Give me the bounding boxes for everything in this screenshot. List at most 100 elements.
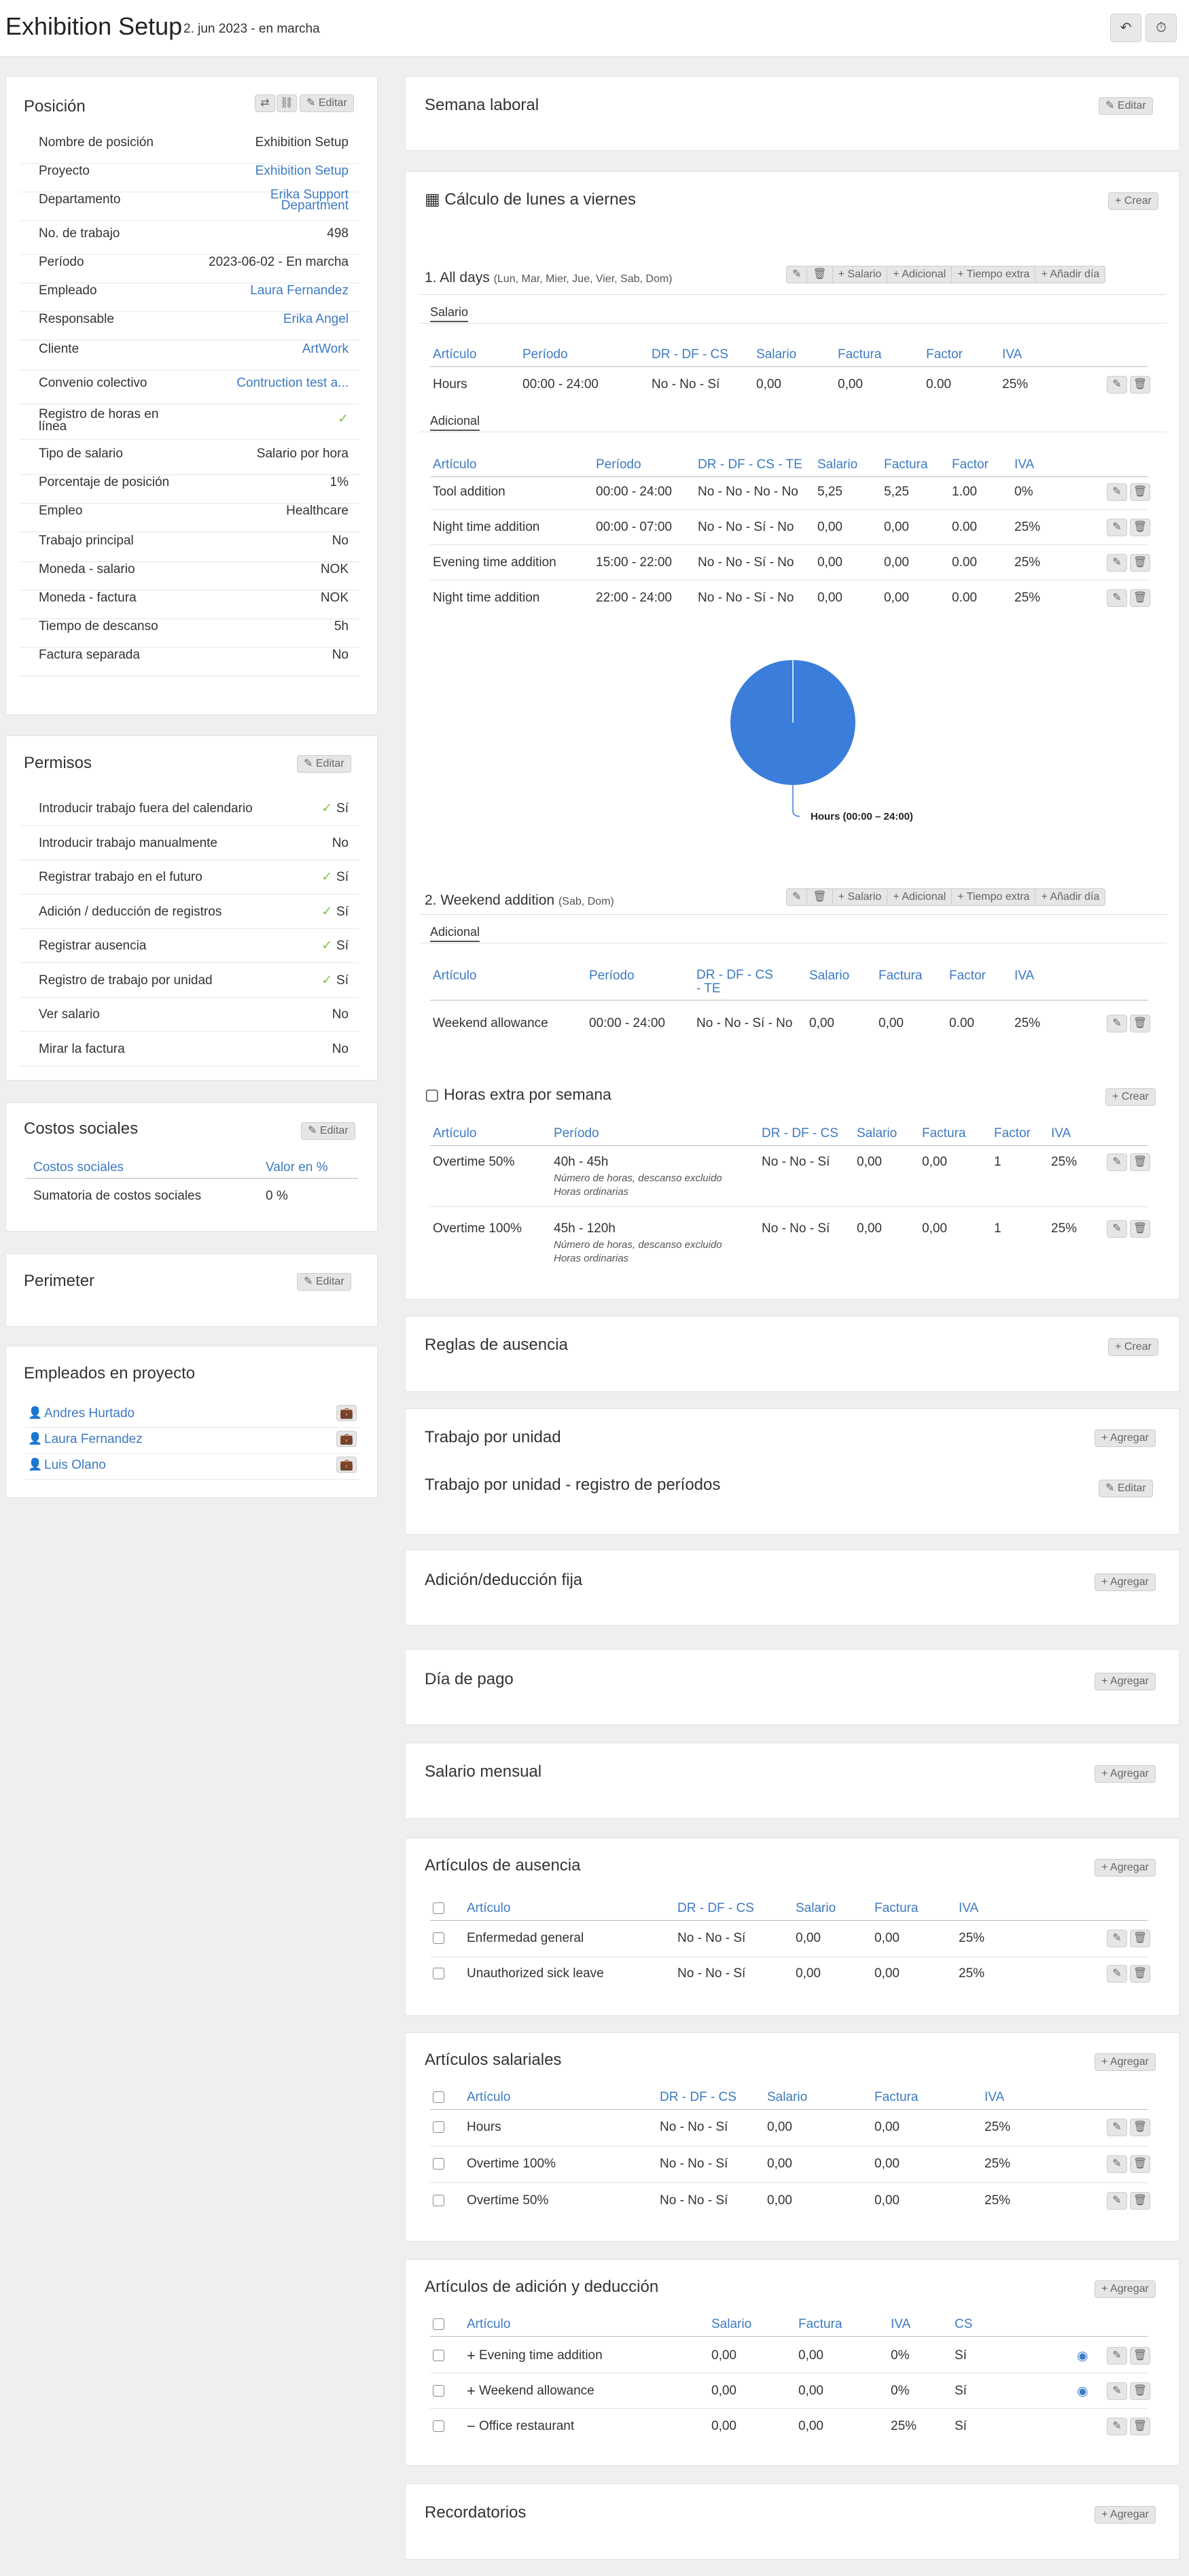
edit-icon[interactable]: ✎ [1107, 1015, 1127, 1032]
table-header: Período [522, 347, 568, 362]
edit-icon[interactable]: ✎ [1107, 2192, 1127, 2210]
row-checkbox[interactable] [433, 2385, 444, 2397]
absence-articles-add-button[interactable]: + Agregar [1095, 1859, 1156, 1877]
briefcase-icon[interactable]: 💼 [336, 1431, 357, 1447]
trash-icon[interactable]: 🗑 [1130, 2155, 1150, 2173]
eye-icon[interactable]: ◉ [1077, 2349, 1088, 2363]
history-button[interactable]: ⏱ [1146, 14, 1177, 42]
table-cell: Enfermedad general [467, 1931, 584, 1945]
trash-icon[interactable]: 🗑 [1130, 1220, 1150, 1238]
trash-icon[interactable]: 🗑 [1130, 376, 1150, 394]
social-costs-edit-button[interactable]: ✎ Editar [301, 1122, 355, 1140]
row-checkbox[interactable] [433, 2420, 444, 2432]
position-row-value[interactable]: Exhibition Setup [255, 164, 349, 178]
edit-icon[interactable]: ✎ [787, 266, 808, 283]
briefcase-icon[interactable]: 💼 [336, 1405, 357, 1421]
calc-create-button[interactable]: + Crear [1108, 192, 1158, 210]
unit-work-add-button[interactable]: + Agregar [1095, 1429, 1156, 1447]
absence-rules-panel: Reglas de ausencia + Crear [405, 1316, 1179, 1392]
fixed-addition-add-button[interactable]: + Agregar [1095, 1573, 1156, 1591]
row-checkbox[interactable] [433, 2195, 444, 2206]
edit-icon[interactable]: ✎ [1107, 376, 1127, 394]
unlink-icon[interactable]: ⛓ [277, 94, 297, 112]
position-row-value[interactable]: Erika Angel [283, 312, 349, 326]
position-row-value[interactable]: Contruction test a... [236, 376, 349, 390]
employee-link[interactable]: Luis Olano [44, 1458, 106, 1472]
position-row-value[interactable]: Erika Support Department [270, 188, 349, 213]
trash-icon[interactable]: 🗑 [1130, 589, 1150, 607]
edit-icon[interactable]: ✎ [1107, 1965, 1127, 1983]
add-salary-button[interactable]: + Salario [833, 266, 888, 283]
eye-icon[interactable]: ◉ [1077, 2384, 1088, 2399]
addition-deduction-add-button[interactable]: + Agregar [1095, 2280, 1156, 2298]
row-checkbox[interactable] [433, 2121, 444, 2133]
trash-icon[interactable]: 🗑 [1130, 2382, 1150, 2400]
row-checkbox[interactable] [433, 2350, 444, 2361]
overtime-create-button[interactable]: + Crear [1105, 1088, 1156, 1106]
select-all-checkbox[interactable] [433, 2318, 444, 2330]
unit-work-periods-edit-button[interactable]: ✎ Editar [1099, 1480, 1153, 1497]
tab-adicional[interactable]: Adicional [430, 414, 480, 431]
edit-icon[interactable]: ✎ [1107, 2418, 1127, 2435]
salary-articles-add-button[interactable]: + Agregar [1095, 2053, 1156, 2071]
trash-icon[interactable]: 🗑 [1130, 2347, 1150, 2365]
row-checkbox[interactable] [433, 2158, 444, 2170]
select-all-checkbox[interactable] [433, 1902, 444, 1914]
trash-icon[interactable]: 🗑 [807, 889, 833, 905]
table-header: Artículo [433, 347, 477, 362]
edit-icon[interactable]: ✎ [1107, 1153, 1127, 1171]
add-additional-button[interactable]: + Adicional [887, 266, 953, 283]
add-day-button[interactable]: + Añadir día [1041, 891, 1100, 903]
add-day-button[interactable]: + Añadir día [1041, 268, 1100, 280]
position-row-value[interactable]: ArtWork [302, 342, 349, 356]
position-row-value[interactable]: Laura Fernandez [250, 283, 349, 298]
tab-salario[interactable]: Salario [430, 305, 469, 322]
reminders-add-button[interactable]: + Agregar [1095, 2506, 1156, 2524]
briefcase-icon[interactable]: 💼 [336, 1457, 357, 1473]
add-overtime-button[interactable]: + Tiempo extra [952, 266, 1036, 283]
edit-icon[interactable]: ✎ [1107, 589, 1127, 607]
trash-icon[interactable]: 🗑 [1130, 1153, 1150, 1171]
edit-icon[interactable]: ✎ [1107, 2382, 1127, 2400]
edit-icon[interactable]: ✎ [1107, 1220, 1127, 1238]
trash-icon[interactable]: 🗑 [1130, 1015, 1150, 1032]
absence-rules-create-button[interactable]: + Crear [1108, 1338, 1158, 1356]
tab-adicional-weekend[interactable]: Adicional [430, 925, 480, 942]
employee-link[interactable]: Laura Fernandez [44, 1432, 143, 1446]
edit-icon[interactable]: ✎ [787, 889, 808, 905]
trash-icon[interactable]: 🗑 [1130, 1965, 1150, 1983]
table-header: Factura [798, 2317, 842, 2331]
overtime-note: Número de horas, descanso excluido [554, 1239, 722, 1251]
edit-icon[interactable]: ✎ [1107, 2347, 1127, 2365]
select-all-checkbox[interactable] [433, 2091, 444, 2103]
row-checkbox[interactable] [433, 1932, 444, 1944]
add-salary-button[interactable]: + Salario [833, 889, 888, 905]
edit-icon[interactable]: ✎ [1107, 1930, 1127, 1947]
trash-icon[interactable]: 🗑 [1130, 554, 1150, 572]
trash-icon[interactable]: 🗑 [807, 266, 833, 283]
sync-icon[interactable]: ⇄ [255, 94, 275, 112]
edit-icon[interactable]: ✎ [1107, 2155, 1127, 2173]
trash-icon[interactable]: 🗑 [1130, 2119, 1150, 2136]
trash-icon[interactable]: 🗑 [1130, 1930, 1150, 1947]
back-button[interactable]: ↶ [1110, 14, 1141, 42]
permission-row-label: Registrar trabajo en el futuro [39, 870, 202, 884]
trash-icon[interactable]: 🗑 [1130, 519, 1150, 536]
edit-icon[interactable]: ✎ [1107, 554, 1127, 572]
edit-icon[interactable]: ✎ [1107, 483, 1127, 501]
position-edit-button[interactable]: ✎ Editar [300, 94, 354, 112]
trash-icon[interactable]: 🗑 [1130, 2418, 1150, 2435]
edit-icon[interactable]: ✎ [1107, 2119, 1127, 2136]
add-overtime-button[interactable]: + Tiempo extra [952, 889, 1036, 905]
trash-icon[interactable]: 🗑 [1130, 2192, 1150, 2210]
monthly-salary-add-button[interactable]: + Agregar [1095, 1765, 1156, 1783]
payday-add-button[interactable]: + Agregar [1095, 1673, 1156, 1690]
employee-link[interactable]: Andres Hurtado [44, 1406, 135, 1421]
edit-icon[interactable]: ✎ [1107, 519, 1127, 536]
permissions-edit-button[interactable]: ✎ Editar [297, 755, 351, 773]
trash-icon[interactable]: 🗑 [1130, 483, 1150, 501]
work-week-edit-button[interactable]: ✎ Editar [1099, 97, 1153, 115]
row-checkbox[interactable] [433, 1968, 444, 1979]
add-additional-button[interactable]: + Adicional [887, 889, 953, 905]
perimeter-edit-button[interactable]: ✎ Editar [297, 1273, 351, 1291]
